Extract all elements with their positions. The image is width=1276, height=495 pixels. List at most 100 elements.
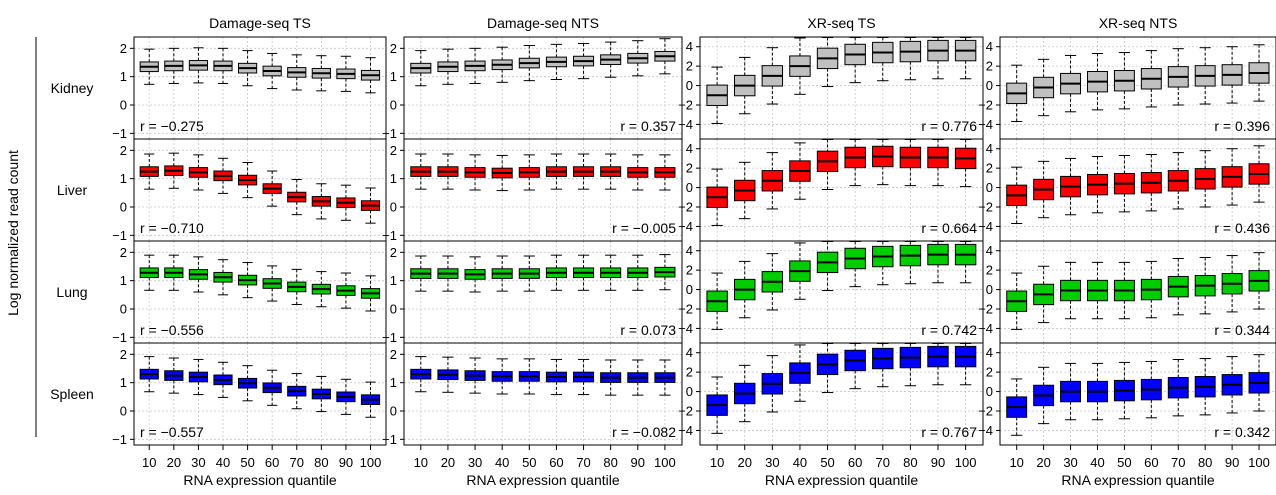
- box-20: [734, 56, 756, 115]
- y-tick-label: 1: [120, 375, 127, 390]
- box-50: [1113, 261, 1135, 320]
- x-axis-label: RNA expression quantile: [1061, 472, 1215, 488]
- box-90: [927, 36, 949, 80]
- y-tick-label: 1: [390, 171, 397, 186]
- box-100: [360, 187, 381, 224]
- box-40: [789, 37, 811, 95]
- y-tick-label: 0: [686, 384, 693, 399]
- y-tick-label: 1: [390, 375, 397, 390]
- box-20: [437, 48, 459, 85]
- y-tick-label: 0: [686, 78, 693, 93]
- y-tick-label: 2: [390, 143, 397, 158]
- panel-frame: [133, 342, 387, 446]
- y-tick-label: 2: [120, 245, 127, 260]
- x-tick-label: 90: [631, 455, 645, 470]
- x-tick-label: 10: [1009, 455, 1023, 470]
- box-50: [1113, 52, 1135, 110]
- box-70: [872, 240, 894, 286]
- box-80: [311, 55, 331, 92]
- box-20: [437, 356, 459, 393]
- y-tick-label: 0: [986, 180, 993, 195]
- box-40: [789, 242, 811, 300]
- x-tick-label: 40: [495, 455, 509, 470]
- box-50: [816, 138, 839, 191]
- box-80: [899, 342, 922, 387]
- y-tick-label: −2: [678, 404, 693, 419]
- x-tick-label: 60: [265, 455, 279, 470]
- box-40: [213, 361, 233, 398]
- box-50: [237, 50, 258, 87]
- y-tick-label: −2: [978, 98, 993, 113]
- box-60: [844, 138, 866, 187]
- box-40: [491, 46, 513, 83]
- box-20: [1033, 160, 1055, 219]
- panel-damage-seq-nts-liver: −1 0 1 2 r = −0.005: [382, 138, 683, 243]
- box-70: [1167, 48, 1189, 106]
- box-40: [1087, 261, 1108, 320]
- x-tick-label: 50: [1117, 455, 1131, 470]
- panel-damage-seq-ts-kidney: −1 0 1 2 r = −0.275: [112, 36, 387, 141]
- box-70: [287, 268, 307, 305]
- panel-frame: [699, 342, 984, 446]
- box-10: [410, 255, 432, 292]
- box-40: [1087, 53, 1108, 111]
- box-60: [545, 254, 567, 291]
- box-20: [164, 47, 184, 84]
- box-90: [1221, 255, 1243, 313]
- correlation-label: r = 0.073: [620, 322, 676, 338]
- box-50: [1113, 361, 1135, 420]
- box-70: [872, 36, 894, 82]
- box-50: [816, 342, 839, 394]
- x-tick-label: 50: [820, 455, 834, 470]
- y-tick-label: 0: [120, 302, 127, 317]
- box-80: [899, 138, 922, 187]
- y-tick-label: 2: [390, 245, 397, 260]
- box-100: [954, 36, 977, 80]
- y-tick-label: 4: [686, 39, 693, 54]
- box-100: [1248, 354, 1270, 412]
- y-tick-label: −4: [678, 423, 693, 438]
- x-axis-damage-seq-ts: 10 20 30 40 50 60 70 80 90 100 RNA expression quan…: [142, 445, 381, 488]
- y-tick-label: 0: [986, 282, 993, 297]
- y-tick-label: 4: [686, 243, 693, 258]
- box-80: [600, 254, 622, 291]
- y-tick-label: −4: [678, 117, 693, 132]
- box-60: [545, 153, 567, 190]
- y-tick-label: −2: [678, 302, 693, 317]
- box-90: [627, 40, 649, 77]
- box-20: [437, 255, 459, 292]
- box-100: [954, 342, 977, 386]
- y-tick-label: −1: [112, 432, 127, 447]
- y-tick-label: −2: [978, 200, 993, 215]
- box-70: [1167, 257, 1189, 316]
- x-tick-label: 10: [142, 455, 156, 470]
- column-title-damage-seq-nts: Damage-seq NTS: [487, 15, 599, 31]
- y-tick-label: −2: [978, 404, 993, 419]
- y-tick-label: 1: [120, 171, 127, 186]
- box-60: [844, 240, 866, 288]
- panel-xr-seq-ts-spleen: −4 −2 0 2 4 r = 0.767: [678, 342, 984, 446]
- y-tick-label: −4: [678, 321, 693, 336]
- box-20: [164, 254, 184, 291]
- box-60: [262, 52, 282, 90]
- x-tick-label: 20: [1036, 455, 1050, 470]
- y-tick-label: 1: [390, 69, 397, 84]
- row-label-kidney: Kidney: [51, 80, 94, 96]
- box-30: [1060, 157, 1082, 216]
- y-tick-label: 2: [120, 347, 127, 362]
- box-90: [927, 240, 949, 284]
- y-tick-label: 4: [686, 345, 693, 360]
- x-axis-label: RNA expression quantile: [466, 472, 620, 488]
- x-tick-label: 10: [414, 455, 428, 470]
- box-100: [1248, 44, 1270, 102]
- box-80: [1194, 150, 1216, 208]
- box-30: [188, 256, 209, 293]
- x-tick-label: 70: [1171, 455, 1185, 470]
- y-tick-label: −2: [978, 302, 993, 317]
- box-90: [336, 184, 356, 221]
- box-20: [437, 153, 459, 190]
- box-40: [1087, 362, 1108, 421]
- y-tick-label: −4: [678, 219, 693, 234]
